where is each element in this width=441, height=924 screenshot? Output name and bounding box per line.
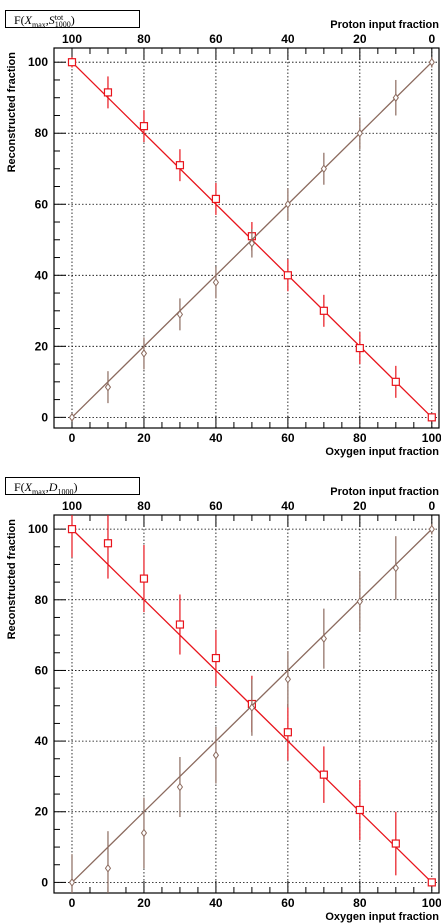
data-point-diamond (284, 674, 291, 684)
data-point-square (139, 574, 149, 583)
top-tick-label: 20 (353, 32, 367, 46)
x-tick-label: 20 (137, 896, 151, 910)
x-tick-label: 80 (353, 896, 367, 910)
data-point-diamond (320, 164, 327, 174)
data-point-square (355, 343, 364, 353)
data-point-diamond (212, 278, 220, 287)
data-point-diamond (284, 199, 291, 209)
data-point-square (103, 88, 113, 97)
y-tick-label: 20 (35, 805, 49, 819)
data-point-square (67, 525, 77, 534)
data-point-diamond (392, 563, 399, 573)
data-point-square (283, 728, 292, 737)
data-point-square (67, 58, 77, 67)
x-tick-label: 40 (209, 896, 223, 910)
data-point-square (175, 620, 185, 629)
y-tick-label: 0 (41, 410, 48, 424)
data-point-square (391, 377, 400, 386)
data-point-diamond (392, 93, 399, 103)
data-point-diamond (212, 750, 220, 760)
y-tick-label: 100 (28, 522, 48, 536)
x-tick-label: 0 (69, 896, 76, 910)
y-tick-label: 40 (35, 734, 49, 748)
x-tick-label: 20 (137, 431, 151, 445)
data-point-square (427, 878, 436, 887)
plot-frame (53, 514, 440, 894)
top-tick-label: 100 (62, 499, 82, 513)
top-tick-label: 0 (428, 32, 435, 46)
data-point-square (283, 271, 292, 280)
top-tick-label: 40 (281, 32, 295, 46)
y-tick-label: 80 (35, 126, 49, 140)
data-point-square (211, 194, 221, 204)
data-point-diamond (356, 597, 363, 606)
data-point-diamond (428, 57, 435, 67)
top-tick-label: 0 (428, 499, 435, 513)
panel-2-label: F(Xmax,D1000) (5, 477, 140, 496)
panel-1-label: F(Xmax,S tot 1000) (5, 10, 140, 29)
data-point-square (391, 839, 400, 848)
data-point-square (103, 539, 113, 548)
data-point-diamond (104, 863, 112, 873)
data-point-diamond (248, 238, 256, 248)
data-point-square (427, 413, 436, 422)
y-axis-title: Reconstructed fraction (6, 519, 18, 640)
data-point-diamond (176, 782, 184, 792)
y-tick-label: 60 (35, 663, 49, 677)
x-axis-title-top: Proton input fraction (330, 19, 439, 31)
x-tick-label: 100 (422, 896, 441, 910)
data-point-square (355, 805, 364, 815)
x-tick-label: 60 (281, 431, 295, 445)
data-point-square (319, 306, 328, 315)
data-point-square (139, 122, 149, 131)
x-tick-label: 100 (422, 431, 441, 445)
top-tick-label: 80 (137, 32, 151, 46)
top-tick-label: 60 (209, 499, 223, 513)
series-2 (68, 56, 435, 422)
data-point-diamond (356, 128, 363, 138)
x-axis-title-bottom: Oxygen input fraction (325, 911, 439, 923)
x-tick-label: 40 (209, 431, 223, 445)
data-point-diamond (248, 703, 256, 712)
y-axis-title: Reconstructed fraction (6, 52, 18, 173)
data-point-diamond (68, 878, 76, 887)
series-2 (68, 523, 435, 893)
y-tick-label: 80 (35, 593, 49, 607)
top-tick-label: 100 (62, 32, 82, 46)
top-tick-label: 80 (137, 499, 151, 513)
x-axis-title-bottom: Oxygen input fraction (325, 446, 439, 458)
x-axis-title-top: Proton input fraction (330, 486, 439, 498)
data-point-diamond (428, 524, 435, 534)
y-tick-label: 100 (28, 55, 48, 69)
y-tick-label: 0 (41, 875, 48, 889)
x-tick-label: 0 (69, 431, 76, 445)
data-point-diamond (320, 634, 327, 644)
data-point-diamond (140, 349, 148, 358)
top-tick-label: 20 (353, 499, 367, 513)
data-point-diamond (104, 382, 112, 392)
x-tick-label: 60 (281, 896, 295, 910)
data-point-square (319, 770, 328, 779)
plot-frame (53, 47, 440, 429)
y-tick-label: 40 (35, 268, 49, 282)
y-tick-label: 20 (35, 339, 49, 353)
data-point-diamond (68, 412, 76, 422)
data-point-square (175, 161, 185, 170)
data-point-diamond (140, 828, 148, 838)
data-point-square (211, 653, 221, 663)
top-tick-label: 40 (281, 499, 295, 513)
data-point-diamond (176, 309, 184, 319)
top-tick-label: 60 (209, 32, 223, 46)
y-tick-label: 60 (35, 197, 49, 211)
x-tick-label: 80 (353, 431, 367, 445)
